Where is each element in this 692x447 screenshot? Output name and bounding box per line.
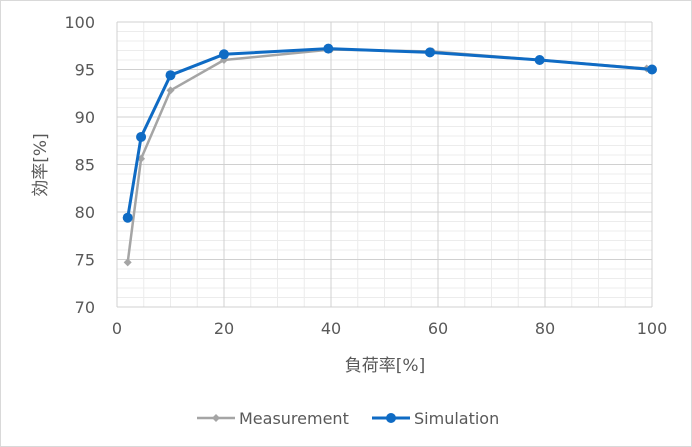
y-tick-label: 90 xyxy=(75,108,95,127)
y-tick-label: 100 xyxy=(64,13,95,32)
major-gridlines xyxy=(116,21,653,308)
y-tick-label: 70 xyxy=(75,298,95,317)
y-tick-label: 85 xyxy=(75,156,95,175)
legend-item-simulation: Simulation xyxy=(372,409,499,428)
legend-label: Measurement xyxy=(239,409,349,428)
series-layer xyxy=(122,43,657,267)
x-tick-label: 80 xyxy=(535,319,555,338)
legend-swatch-marker xyxy=(386,413,396,423)
y-tick-label: 95 xyxy=(75,61,95,80)
legend: Measurement Simulation xyxy=(197,409,499,428)
y-axis-title: 効率[%] xyxy=(31,133,51,196)
series-simulation xyxy=(122,43,657,223)
data-point-measurement xyxy=(166,86,175,95)
data-point-simulation xyxy=(647,64,657,75)
legend-item-measurement: Measurement xyxy=(197,409,349,428)
series-line-simulation xyxy=(126,47,653,218)
y-tick-label: 75 xyxy=(75,251,95,270)
data-point-simulation xyxy=(122,212,133,223)
x-axis-title: 負荷率[%] xyxy=(345,356,425,376)
legend-swatch-marker xyxy=(212,414,220,422)
data-point-simulation xyxy=(219,49,229,60)
x-tick-label: 60 xyxy=(428,319,448,338)
data-point-simulation xyxy=(534,55,545,65)
data-point-measurement xyxy=(123,258,132,267)
x-tick-label: 40 xyxy=(321,319,341,338)
y-tick-labels: 70 75 80 85 90 95 100 xyxy=(64,13,95,317)
data-point-simulation xyxy=(424,47,435,58)
data-point-simulation xyxy=(136,131,147,142)
x-tick-label: 0 xyxy=(112,319,122,338)
x-tick-label: 20 xyxy=(214,319,234,338)
x-tick-label: 100 xyxy=(637,319,668,338)
legend-label: Simulation xyxy=(414,409,499,428)
data-point-simulation xyxy=(165,70,176,81)
data-point-simulation xyxy=(323,43,334,54)
y-tick-label: 80 xyxy=(75,203,95,222)
series-line-measurement xyxy=(126,48,647,263)
x-tick-labels: 0 20 40 60 80 100 xyxy=(112,319,667,338)
